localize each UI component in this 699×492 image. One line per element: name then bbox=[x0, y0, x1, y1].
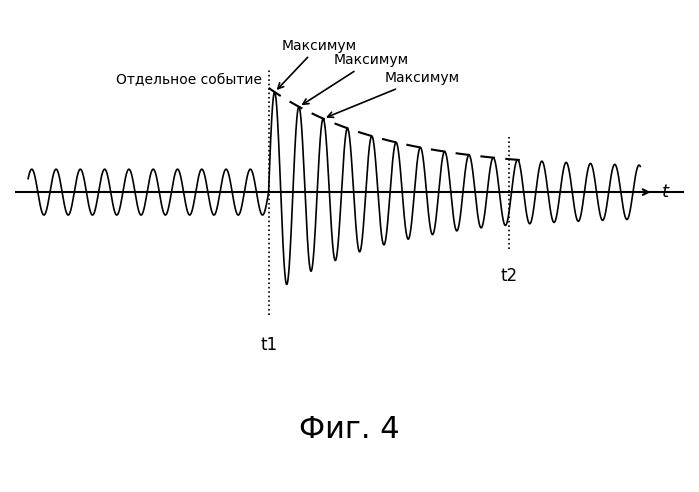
Text: Максимум: Максимум bbox=[278, 38, 356, 89]
Text: Максимум: Максимум bbox=[303, 53, 409, 104]
Text: t1: t1 bbox=[260, 336, 278, 354]
Text: Фиг. 4: Фиг. 4 bbox=[299, 415, 400, 444]
Text: Максимум: Максимум bbox=[328, 71, 460, 118]
Text: t2: t2 bbox=[500, 267, 518, 285]
Text: t: t bbox=[662, 183, 669, 201]
Text: Отдельное событие: Отдельное событие bbox=[116, 73, 262, 87]
